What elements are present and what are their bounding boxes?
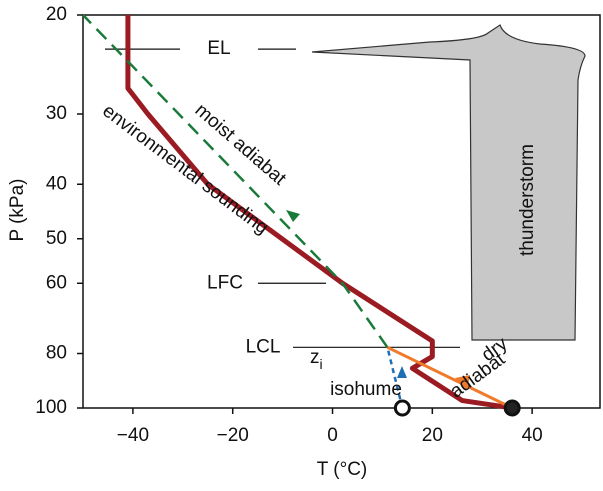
zi-main: z (310, 347, 320, 368)
annotation: adiabat (446, 348, 509, 402)
y-tick-label: 60 (46, 272, 67, 293)
surface-point (393, 399, 411, 417)
y-tick-label: 40 (46, 173, 67, 194)
y-tick-label: 20 (46, 4, 67, 25)
annotation: isohume (330, 379, 402, 400)
level-label: LCL (246, 336, 281, 357)
y-tick-label: 100 (35, 397, 67, 418)
x-tick-label: 20 (422, 425, 443, 446)
series-line (386, 345, 513, 410)
series-line (125, 15, 513, 411)
annotation: environmental sounding (98, 101, 272, 239)
annotation: thunderstorm (517, 144, 538, 256)
isohume-arrow (397, 366, 407, 378)
y-tick-label: 80 (46, 343, 67, 364)
zi-sub: i (320, 356, 323, 372)
thunderstorm-shape (311, 24, 586, 341)
x-tick-label: 40 (522, 425, 543, 446)
level-label: LFC (207, 272, 243, 293)
series-line (386, 347, 404, 409)
x-tick-label: −40 (117, 425, 149, 446)
x-axis-label: T (°C) (317, 459, 368, 480)
moist-arrow (286, 210, 300, 222)
zi-label: zi (310, 347, 323, 372)
surface-point (503, 399, 521, 417)
plot-frame (82, 14, 601, 409)
y-tick-label: 30 (46, 103, 67, 124)
y-tick-label: 50 (46, 228, 67, 249)
series-line (82, 14, 389, 349)
x-tick-label: 0 (327, 425, 338, 446)
y-axis-label: P (kPa) (7, 178, 28, 241)
x-tick-label: −20 (217, 425, 249, 446)
level-label: EL (207, 38, 230, 59)
